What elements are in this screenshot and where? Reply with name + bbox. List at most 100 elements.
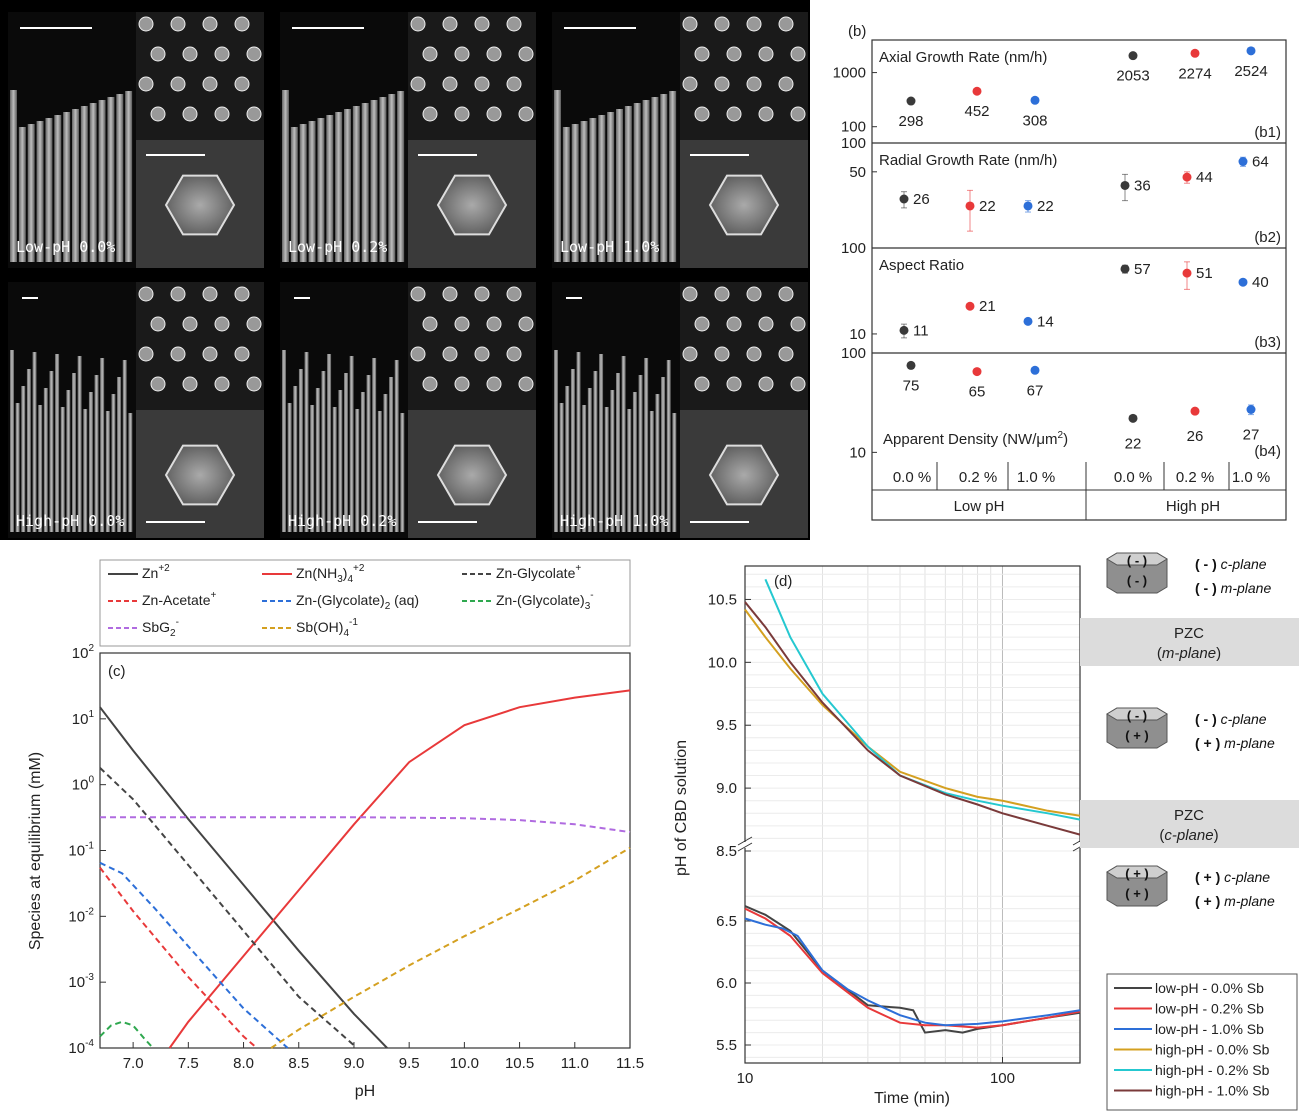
data-label: 11 — [913, 322, 929, 339]
nanowire-tip — [202, 76, 218, 92]
schematic-bottom: ( + ) ( + ) ( + ) c-plane ( + ) m-plane — [1106, 865, 1275, 909]
nanowire-tip — [234, 346, 250, 362]
nanowire — [638, 375, 643, 532]
nanowire — [582, 405, 587, 532]
nanowire — [377, 411, 382, 532]
y-tick-label: 100 — [72, 775, 95, 794]
x-axis-label: Time (min) — [874, 1090, 950, 1107]
legend-label: Zn-Glycolate+ — [496, 563, 581, 581]
data-point — [1182, 268, 1192, 278]
nanowire-tip — [486, 46, 502, 62]
data-point — [1030, 95, 1040, 105]
data-point — [906, 360, 916, 370]
series-line — [100, 816, 631, 834]
data-point — [1023, 201, 1033, 211]
nanowire — [360, 392, 365, 532]
data-label: 452 — [964, 103, 989, 120]
nanowire — [344, 109, 351, 262]
nanowire — [655, 394, 660, 532]
sem-panel-label: Low-pH 0.0% — [16, 238, 115, 256]
nanowire-tip — [778, 346, 794, 362]
nanowire-tip — [422, 316, 438, 332]
c-plane-label: ( - ) c-plane — [1195, 556, 1267, 572]
data-point — [972, 367, 982, 377]
nanowire — [562, 127, 570, 262]
nanowire-tip — [746, 76, 762, 92]
nanowire-tip — [790, 106, 806, 122]
hexagon-facet — [436, 444, 508, 506]
prism-top-face — [1106, 707, 1168, 721]
nanowire — [310, 405, 315, 532]
sem-panel — [552, 282, 808, 538]
nanowire — [315, 388, 320, 532]
legend-entry: Zn-Acetate+ — [108, 590, 216, 608]
nanowire — [352, 106, 360, 262]
nanowire-tip — [182, 46, 198, 62]
data-label: 57 — [1134, 261, 1151, 278]
nanowire-tip — [758, 316, 774, 332]
nanowire — [32, 352, 37, 532]
data-label: 2274 — [1178, 65, 1211, 82]
legend-label: Zn+2 — [142, 563, 170, 581]
x-tick-label: 100 — [990, 1070, 1015, 1087]
nanowire — [379, 97, 387, 262]
legend-label: Zn-(Glycolate)2 (aq) — [296, 592, 419, 612]
sem-panel — [280, 282, 536, 538]
nanowire-tip — [790, 376, 806, 392]
nanowire — [598, 115, 606, 262]
nanowire — [125, 91, 133, 262]
nanowire-tip — [682, 16, 698, 32]
nanowire-tip — [790, 316, 806, 332]
data-label: 67 — [1027, 382, 1044, 399]
subplot-title: Axial Growth Rate (nm/h) — [879, 49, 1047, 66]
nanowire-tip — [758, 106, 774, 122]
nanowire-tip — [714, 16, 730, 32]
data-label: 298 — [898, 113, 923, 130]
series-line — [99, 1020, 154, 1049]
plot-frame — [744, 565, 1081, 1064]
y-tick-label: 100 — [841, 240, 866, 257]
x-tick-label: 8.5 — [288, 1055, 309, 1072]
y-tick-label: 10 — [849, 444, 866, 461]
nanowire — [361, 103, 369, 262]
x-tick-label: 9.5 — [399, 1055, 420, 1072]
legend-entry: SbG2- — [108, 617, 179, 639]
subplot-title: Apparent Density (NW/μm2) — [883, 430, 1068, 448]
data-point — [965, 301, 975, 311]
nanowire — [388, 94, 396, 262]
m-plane-sign: ( - ) — [1127, 573, 1147, 588]
nanowire — [66, 390, 71, 532]
nanowire — [651, 97, 659, 262]
nanowire-tip — [714, 286, 730, 302]
data-label: 64 — [1252, 154, 1269, 171]
y-tick-label: 9.0 — [716, 780, 737, 797]
nanowire-tip — [202, 286, 218, 302]
nanowire — [111, 394, 116, 532]
pzc-title: PZC — [1174, 807, 1204, 824]
sem-panel-label: High-pH 1.0% — [560, 512, 668, 530]
y-tick-label: 100 — [841, 119, 866, 136]
nanowire-tip — [138, 16, 154, 32]
nanowire — [349, 356, 354, 532]
nanowire-tip — [518, 46, 534, 62]
x-tick-label: 11.0 — [561, 1055, 589, 1072]
nanowire-tip — [518, 316, 534, 332]
nanowire-tip — [422, 376, 438, 392]
nanowire — [18, 127, 26, 262]
subplot-tag: (b1) — [1254, 124, 1281, 141]
series-line — [99, 861, 289, 1049]
nanowire-tip — [150, 106, 166, 122]
legend-entry: Zn-Glycolate+ — [462, 563, 581, 581]
y-tick-label: 10.5 — [708, 591, 737, 608]
nanowire-tip — [234, 76, 250, 92]
data-point — [1128, 51, 1138, 61]
data-label: 2053 — [1116, 68, 1149, 85]
y-tick-label: 1000 — [833, 65, 866, 82]
nanowire-tip — [694, 106, 710, 122]
m-plane-label: ( + ) m-plane — [1195, 735, 1275, 751]
nanowire — [610, 390, 615, 532]
nanowire-tip — [214, 376, 230, 392]
nanowire-tip — [442, 346, 458, 362]
nanowire — [616, 373, 620, 532]
nanowire — [282, 350, 286, 532]
